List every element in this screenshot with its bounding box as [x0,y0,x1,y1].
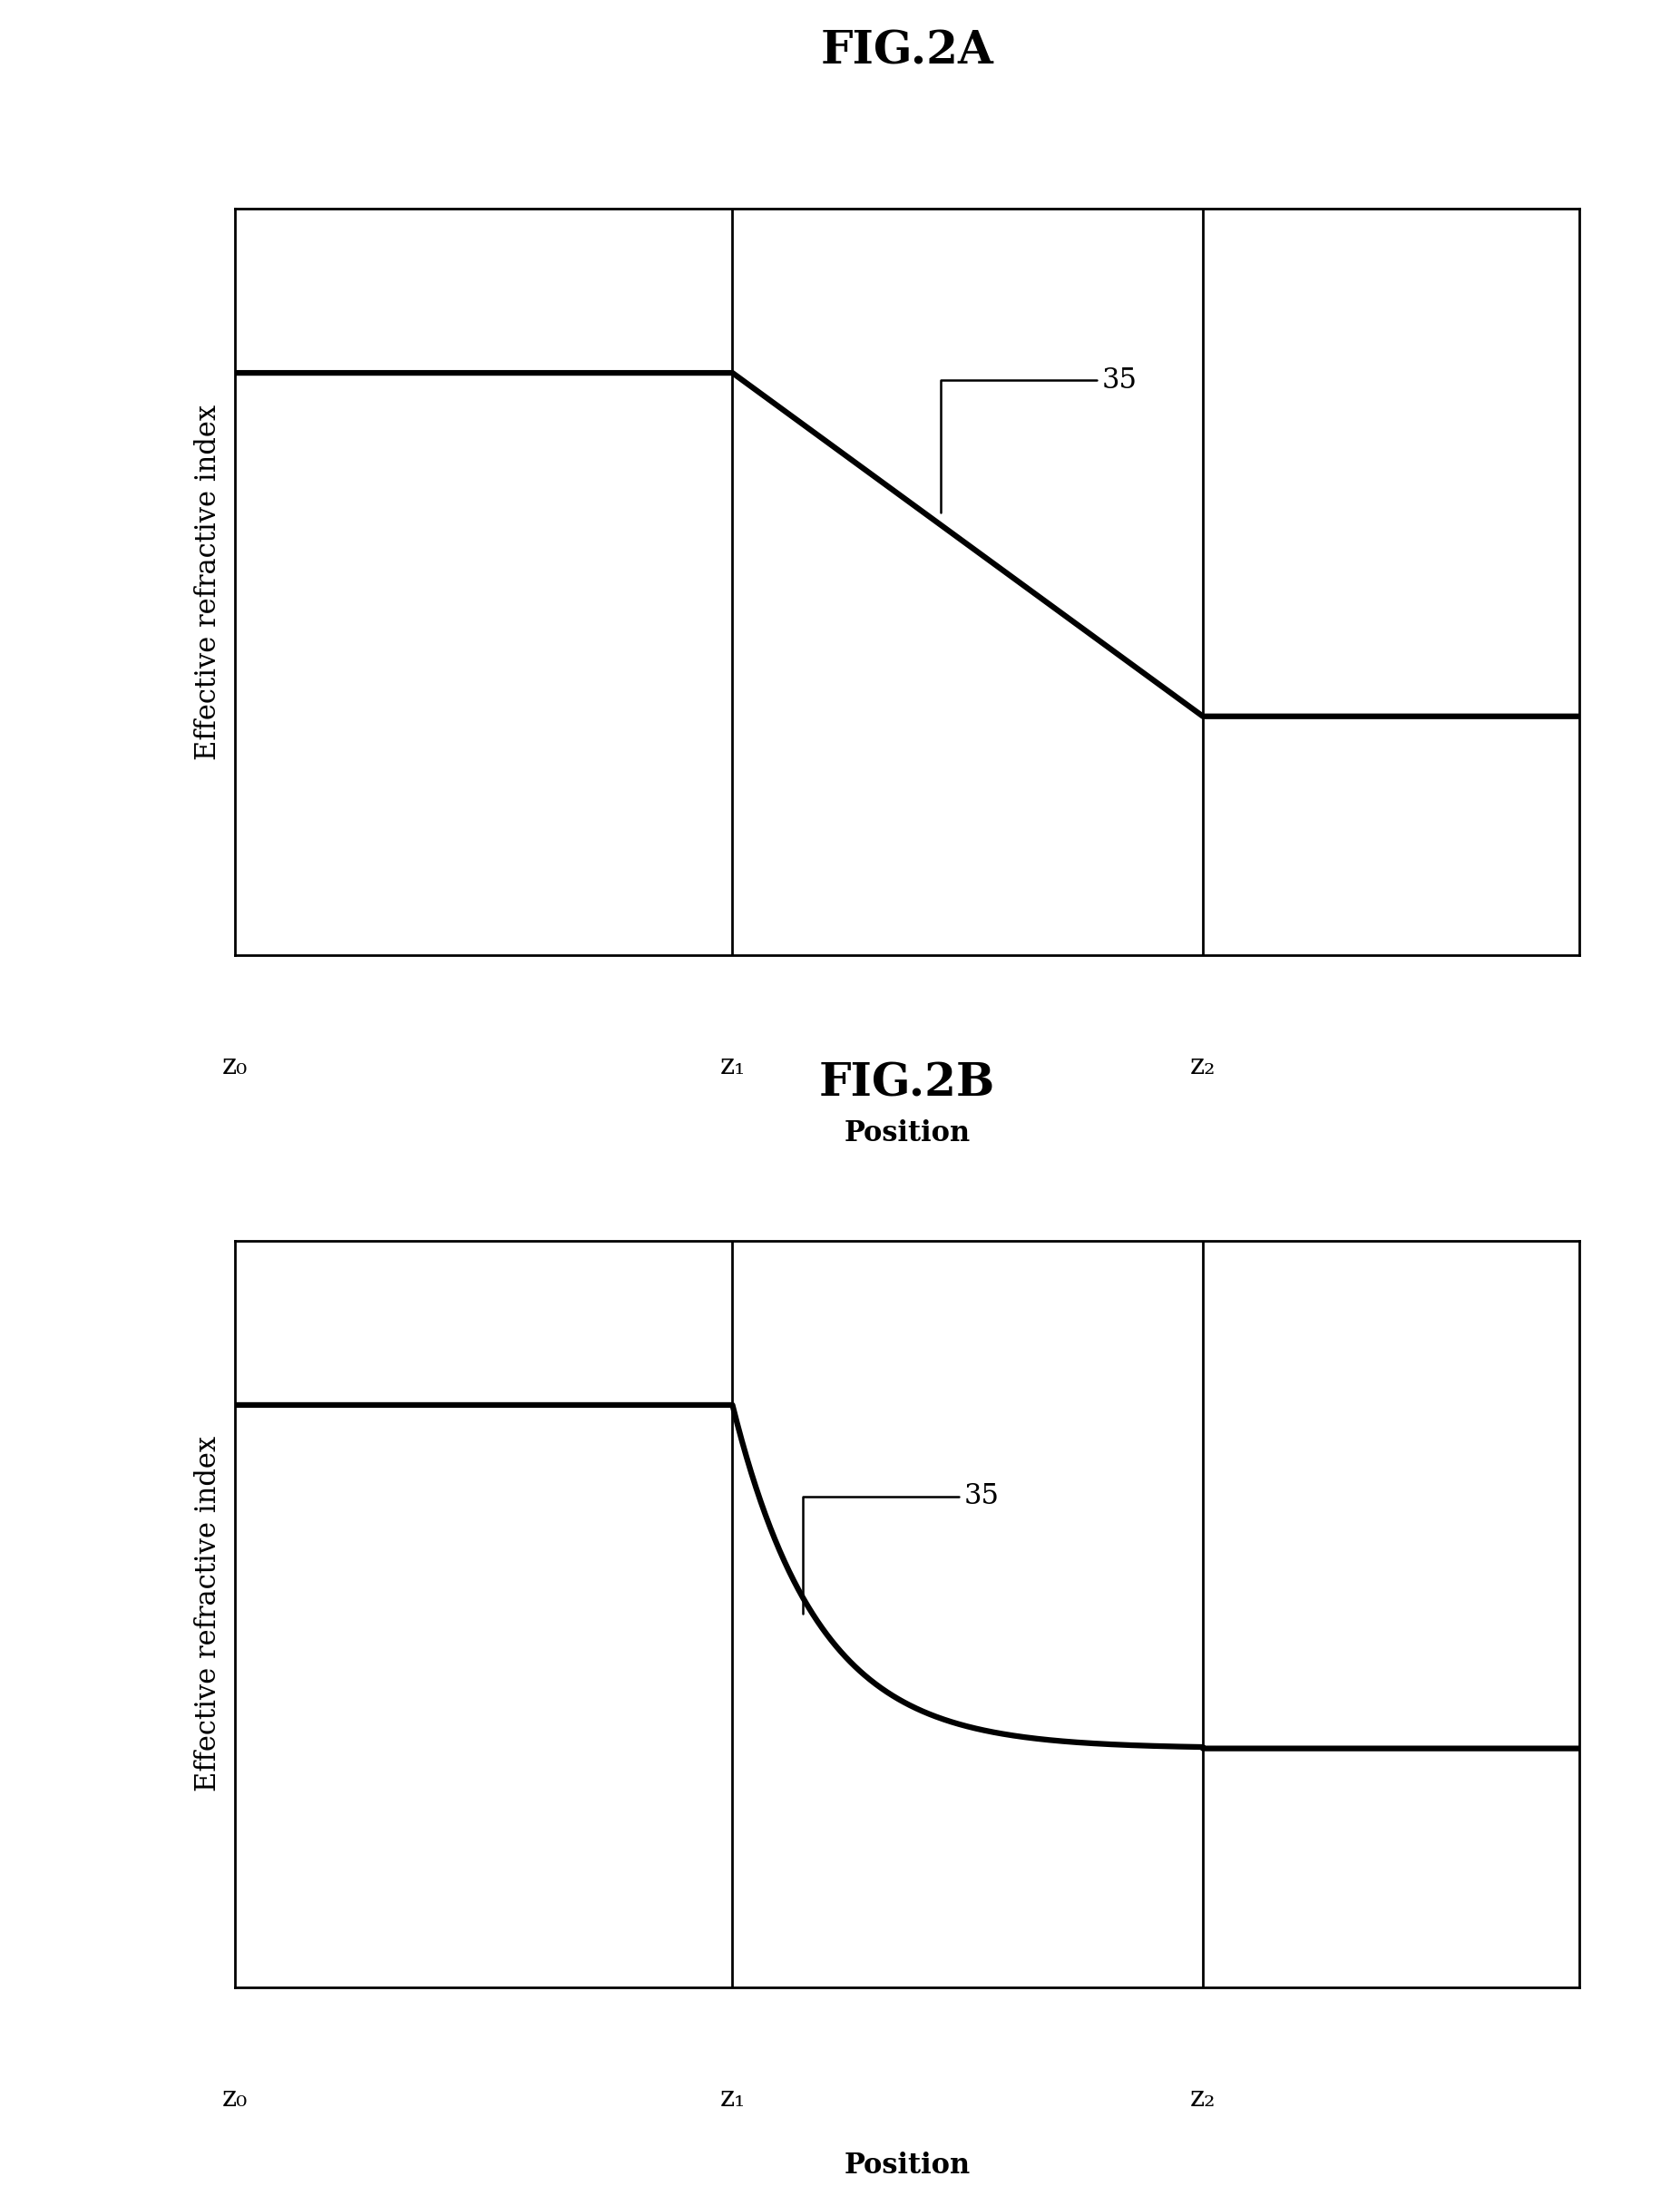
Text: z₂: z₂ [1189,1052,1216,1080]
Text: z₀: z₀ [222,1052,249,1080]
Text: FIG.2B: FIG.2B [820,1063,995,1107]
Text: z₁: z₁ [719,2084,746,2113]
Text: z₂: z₂ [1189,2084,1216,2113]
Text: Position: Position [843,2152,971,2181]
Text: z₁: z₁ [719,1052,746,1080]
Text: Position: Position [843,1120,971,1149]
Text: 35: 35 [941,367,1137,512]
Y-axis label: Effective refractive index: Effective refractive index [195,404,223,760]
Y-axis label: Effective refractive index: Effective refractive index [195,1436,223,1792]
Text: z₀: z₀ [222,2084,249,2113]
Text: FIG.2A: FIG.2A [820,31,995,75]
Text: 35: 35 [803,1482,1000,1614]
